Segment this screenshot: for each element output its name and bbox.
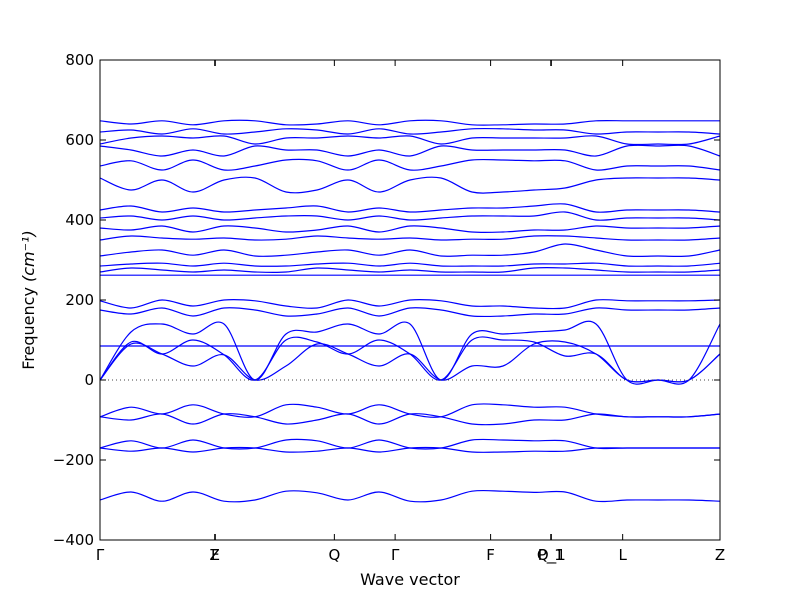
band-line-13	[99, 267, 721, 273]
band-line-24	[99, 127, 721, 135]
x-tick-label: L	[618, 546, 627, 564]
band-lines	[99, 119, 721, 503]
x-tick-label: F	[486, 546, 495, 564]
x-tick-label: P_1	[538, 546, 564, 565]
band-line-20	[99, 176, 721, 194]
band-line-25	[99, 119, 720, 126]
y-tick-label: 600	[65, 131, 94, 149]
y-tick-label: 200	[65, 291, 94, 309]
y-tick-label: −200	[53, 451, 94, 469]
x-axis-label: Wave vector	[360, 570, 460, 589]
x-tick-label: Z	[715, 546, 725, 564]
y-axis-label: Frequency (cm⁻¹)	[19, 230, 38, 369]
y-axis-label-text: Frequency	[19, 287, 38, 370]
band-line-11	[99, 298, 721, 310]
band-line-8	[99, 320, 721, 385]
band-line-3	[99, 446, 720, 453]
x-axis-ticks: Γ ZF Q Γ F P_1Q_1 L Z	[96, 60, 725, 565]
y-tick-label: 0	[84, 371, 94, 389]
band-line-16	[99, 235, 721, 241]
y-axis-label-unit: (cm⁻¹)	[19, 230, 38, 282]
x-tick-label: Q	[328, 546, 340, 564]
x-tick-label: Z	[210, 546, 220, 564]
band-line-4	[99, 403, 721, 418]
band-line-19	[99, 203, 721, 213]
x-tick-label: Γ	[96, 546, 105, 564]
y-axis-ticks: −400 −200 0 200 400 600 800	[53, 51, 720, 549]
band-line-21	[99, 158, 721, 171]
x-tick-label: Γ	[391, 546, 400, 564]
y-tick-label: 400	[65, 211, 94, 229]
x-tick-label: Q_1	[537, 546, 566, 565]
band-line-6	[99, 340, 721, 383]
band-line-23	[99, 135, 721, 146]
band-line-10	[99, 307, 721, 318]
band-line-18	[99, 211, 721, 221]
band-line-5	[99, 413, 721, 426]
band-line-14	[99, 262, 721, 267]
y-tick-label: −400	[53, 531, 94, 549]
y-tick-label: 800	[65, 51, 94, 69]
band-line-7	[99, 336, 721, 383]
band-line-22	[99, 144, 721, 157]
band-line-17	[99, 225, 721, 233]
band-line-1	[99, 489, 721, 503]
x-tick-label: F	[211, 546, 220, 564]
band-line-15	[99, 243, 721, 258]
